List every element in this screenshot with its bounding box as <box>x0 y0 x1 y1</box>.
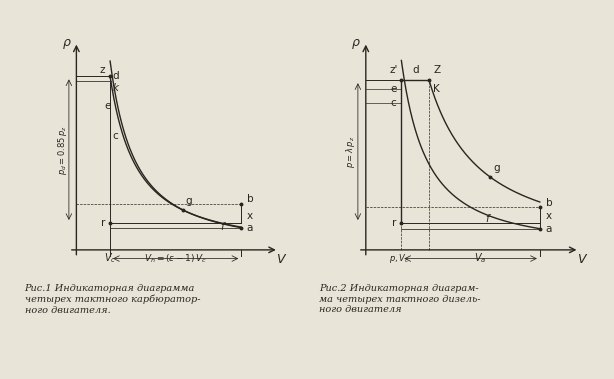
Text: a: a <box>546 224 552 234</box>
Text: b: b <box>247 194 254 204</box>
Text: Рис.1 Индикаторная диаграмма
четырех тактного карбюратор-
ного двигателя.: Рис.1 Индикаторная диаграмма четырех так… <box>25 284 200 315</box>
Text: g: g <box>185 196 192 206</box>
Text: $V_h = (\varepsilon - 1)\,V_c$: $V_h = (\varepsilon - 1)\,V_c$ <box>144 252 208 265</box>
Text: z': z' <box>389 64 398 75</box>
Text: V: V <box>276 253 285 266</box>
Text: a: a <box>247 223 253 233</box>
Text: d: d <box>412 64 419 75</box>
Text: x: x <box>247 211 253 221</box>
Text: $V_a$: $V_a$ <box>474 251 487 265</box>
Text: c: c <box>113 131 119 141</box>
Text: V: V <box>577 253 586 266</box>
Text: $\rho$: $\rho$ <box>62 37 72 51</box>
Text: f: f <box>485 213 489 224</box>
Text: g: g <box>493 163 500 173</box>
Text: d: d <box>112 71 119 81</box>
Text: Рис.2 Индикаторная диаграм-
ма четырех тактного дизель-
ного двигателя: Рис.2 Индикаторная диаграм- ма четырех т… <box>319 284 481 314</box>
Text: $p,V_c$: $p,V_c$ <box>389 252 410 265</box>
Text: $\rho$: $\rho$ <box>351 37 361 51</box>
Text: b: b <box>546 197 553 208</box>
Text: x: x <box>546 211 552 221</box>
Text: c: c <box>391 98 397 108</box>
Text: $p_d{=}0.85\,p_z$: $p_d{=}0.85\,p_z$ <box>56 125 69 175</box>
Text: Z: Z <box>433 64 440 75</box>
Text: $V_c$: $V_c$ <box>104 251 116 265</box>
Text: r: r <box>101 218 106 228</box>
Text: r: r <box>392 218 397 228</box>
Text: f: f <box>220 222 223 232</box>
Text: e: e <box>390 84 397 94</box>
Text: z: z <box>100 64 106 75</box>
Text: K: K <box>433 84 440 94</box>
Text: k: k <box>113 83 119 93</box>
Text: e: e <box>104 101 111 111</box>
Text: $p = \lambda\,p_z$: $p = \lambda\,p_z$ <box>344 135 357 168</box>
